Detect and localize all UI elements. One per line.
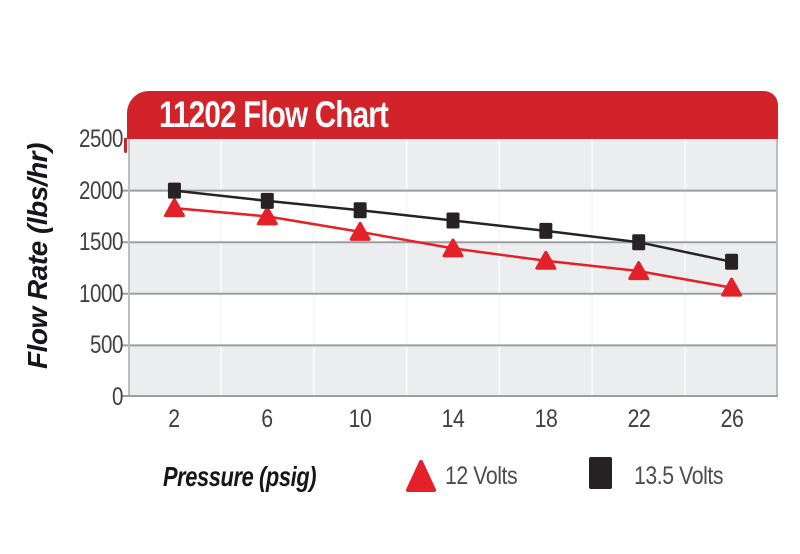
marker-square-13-5-volts [260, 192, 274, 209]
y-axis-title: Flow Rate (lbs/hr) [22, 143, 53, 369]
y-tick-label: 2500 [79, 125, 123, 153]
marker-square-13-5-volts [353, 202, 367, 219]
marker-triangle-12-volts [442, 238, 464, 258]
x-tick-label: 10 [348, 405, 372, 433]
marker-triangle-12-volts [628, 261, 650, 281]
header-left-tail [124, 138, 127, 153]
x-tick-label: 2 [168, 405, 181, 433]
marker-square-13-5-volts [167, 182, 181, 199]
y-tick-label: 500 [90, 331, 123, 360]
chart-header: 11202 Flow Chart [127, 91, 778, 139]
marker-triangle-12-volts [349, 221, 371, 241]
y-tick-label: 1500 [79, 228, 123, 257]
x-tick-label: 22 [627, 405, 651, 433]
legend-label-12-volts: 12 Volts [445, 462, 518, 490]
y-tick-label: 2000 [79, 176, 123, 205]
marker-triangle-12-volts [721, 277, 743, 297]
y-tick-label: 0 [112, 383, 123, 411]
x-tick-label: 14 [441, 405, 465, 433]
marker-triangle-12-volts [163, 198, 185, 218]
marker-square-13-5-volts [632, 234, 646, 251]
marker-triangle-12-volts [535, 250, 557, 270]
legend-label-13-5-volts: 13.5 Volts [634, 462, 724, 490]
marker-square-13-5-volts [725, 253, 739, 270]
y-tick-label: 1000 [79, 279, 123, 308]
marker-square-13-5-volts [446, 212, 460, 229]
plot-area [122, 139, 778, 397]
marker-triangle-12-volts [256, 206, 278, 226]
legend-square-icon [589, 457, 612, 489]
x-tick-label: 26 [720, 405, 743, 433]
marker-square-13-5-volts [539, 222, 553, 239]
legend-triangle-icon [406, 460, 436, 492]
chart-title: 11202 Flow Chart [159, 94, 389, 135]
x-tick-label: 18 [534, 405, 558, 433]
plot-band [128, 293, 778, 346]
plot-band [128, 139, 778, 191]
x-tick-label: 6 [261, 405, 274, 433]
x-axis-title: Pressure (psig) [163, 461, 317, 492]
plot-band [128, 345, 778, 397]
